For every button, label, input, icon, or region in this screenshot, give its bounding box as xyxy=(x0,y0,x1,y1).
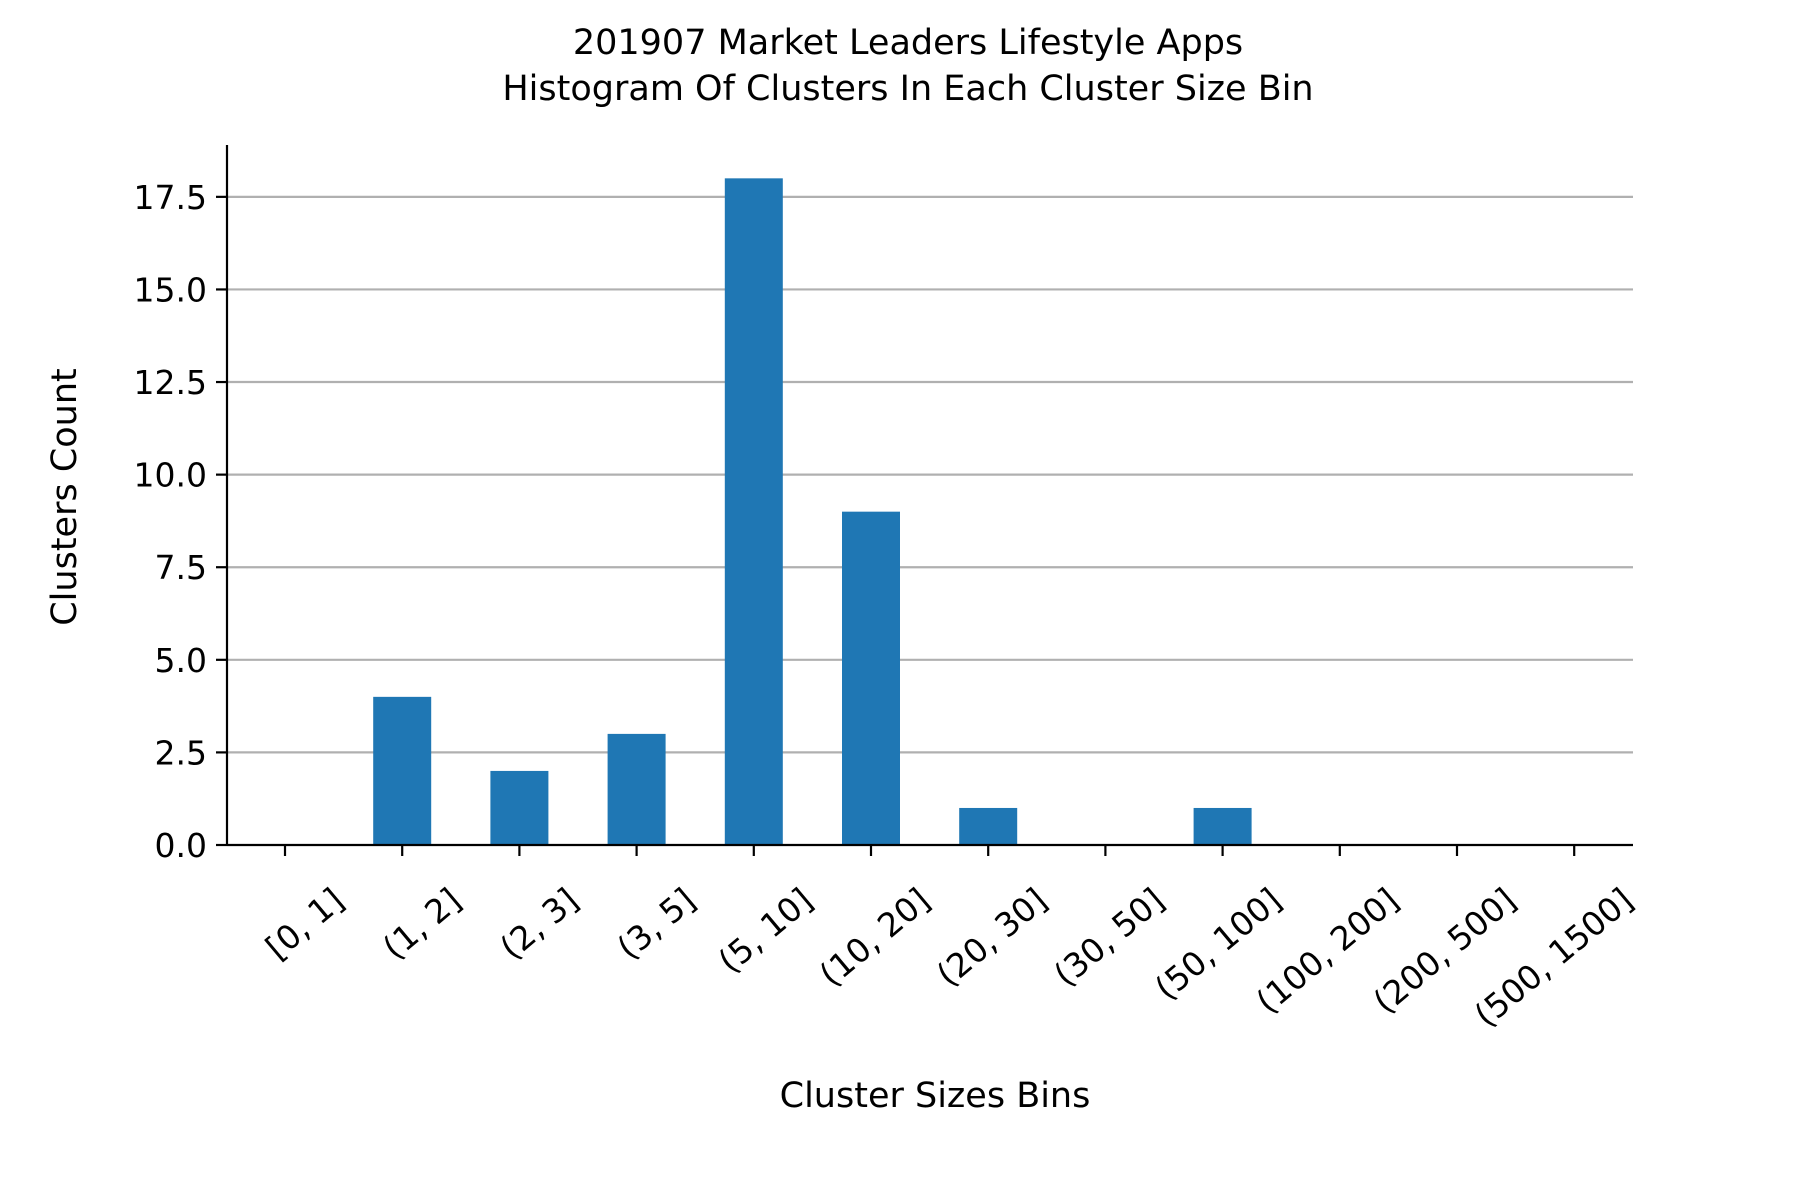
axes xyxy=(225,145,1633,847)
x-tick-label-3: (3, 5] xyxy=(610,880,703,967)
y-tick-label-1: 2.5 xyxy=(155,733,207,772)
y-tick-label-6: 15.0 xyxy=(134,270,207,309)
x-tick-label-5: (10, 20] xyxy=(812,880,937,994)
chart-title-line-2: Histogram Of Clusters In Each Cluster Si… xyxy=(502,69,1313,109)
y-tick-label-0: 0.0 xyxy=(155,826,207,865)
y-tick-label-3: 7.5 xyxy=(155,548,207,587)
x-tick-label-1: (1, 2] xyxy=(375,880,468,967)
x-ticks: [0, 1] (1, 2] (2, 3] (3, 5] (5, 10](10, 20](… xyxy=(258,845,1640,1035)
y-axis-label: Clusters Count xyxy=(45,368,85,626)
gridlines xyxy=(227,195,1633,754)
x-axis-label: Cluster Sizes Bins xyxy=(780,1076,1091,1116)
x-tick-label-0: [0, 1] xyxy=(258,880,351,967)
y-tick-label-2: 5.0 xyxy=(155,641,207,680)
bar-1 xyxy=(373,696,432,845)
y-tick-label-7: 17.5 xyxy=(134,178,207,217)
bar-8 xyxy=(1193,807,1252,845)
y-ticks: 0.0 2.5 5.0 7.5 10.0 12.5 15.0 17.5 xyxy=(134,178,227,865)
chart-title-line-1: 201907 Market Leaders Lifestyle Apps xyxy=(573,23,1243,63)
bars xyxy=(373,178,1252,846)
bar-2 xyxy=(490,770,549,845)
bar-6 xyxy=(959,807,1018,845)
y-tick-label-4: 10.0 xyxy=(134,456,207,495)
x-tick-label-4: (5, 10] xyxy=(711,880,820,980)
x-tick-label-2: (2, 3] xyxy=(492,880,585,967)
x-tick-label-6: (20, 30] xyxy=(929,880,1054,994)
bar-4 xyxy=(724,178,783,846)
bar-5 xyxy=(842,511,900,845)
bar-3 xyxy=(607,733,666,845)
y-tick-label-5: 12.5 xyxy=(134,363,207,402)
